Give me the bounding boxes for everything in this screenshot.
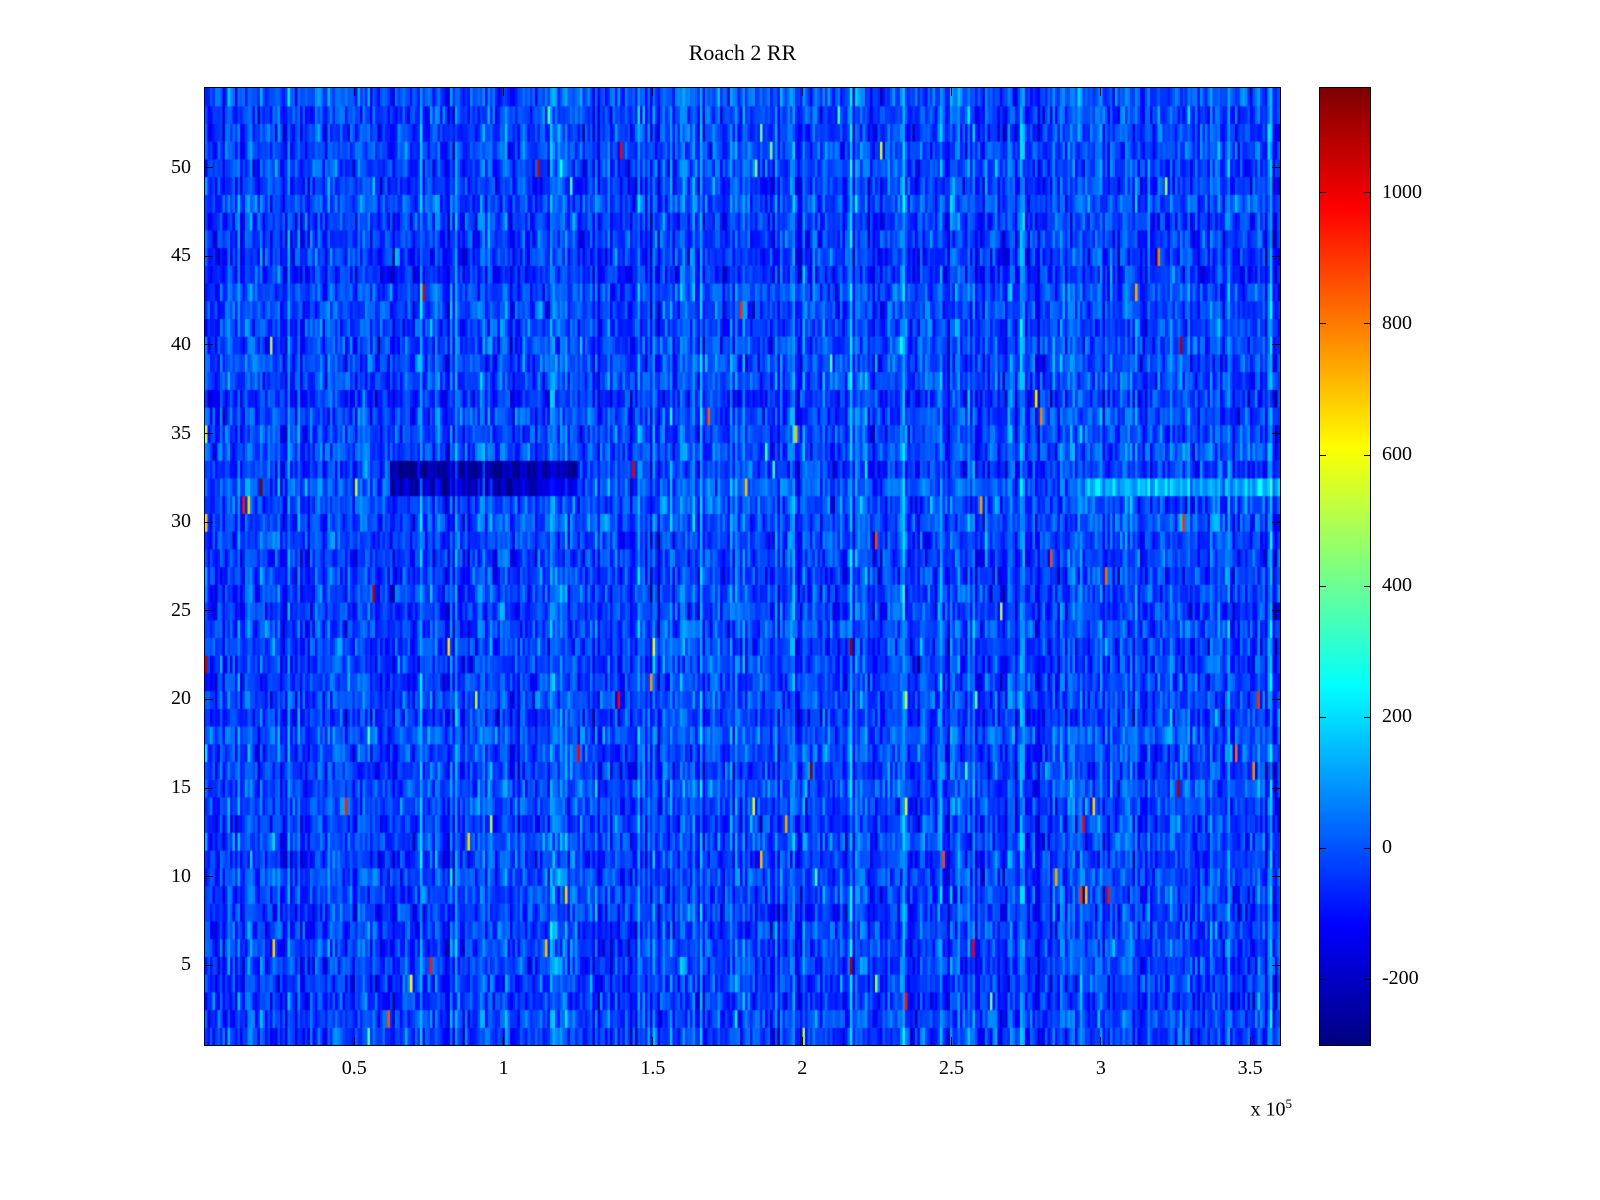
tick-mark — [205, 698, 213, 700]
colorbar-tick-label: 800 — [1382, 311, 1412, 334]
tick-mark — [503, 1037, 505, 1045]
tick-mark — [1272, 433, 1280, 435]
x-tick-label: 2.5 — [939, 1057, 965, 1079]
tick-mark — [951, 88, 953, 96]
heatmap-canvas — [205, 88, 1280, 1045]
y-tick-label: 50 — [171, 155, 191, 178]
tick-mark — [1272, 521, 1280, 523]
colorbar-tick-label: 400 — [1382, 574, 1412, 597]
x-tick-label: 1 — [498, 1057, 509, 1079]
tick-mark — [1320, 978, 1326, 980]
tick-mark — [205, 344, 213, 346]
colorbar-gradient — [1320, 88, 1370, 1045]
tick-mark — [1249, 1037, 1251, 1045]
tick-mark — [1320, 323, 1326, 325]
y-tick-label: 10 — [171, 864, 191, 887]
x-axis-exponent-power: 5 — [1285, 1096, 1293, 1111]
tick-mark — [353, 1037, 355, 1045]
y-tick-label: 40 — [171, 332, 191, 355]
y-tick-label: 25 — [171, 598, 191, 621]
y-tick-label: 35 — [171, 421, 191, 444]
tick-mark — [205, 167, 213, 169]
tick-mark — [1320, 585, 1326, 587]
y-tick-label: 5 — [181, 953, 191, 976]
y-tick-label: 45 — [171, 244, 191, 267]
tick-mark — [1320, 716, 1326, 718]
tick-mark — [951, 1037, 953, 1045]
tick-mark — [205, 787, 213, 789]
tick-mark — [652, 1037, 654, 1045]
colorbar-tick-label: 200 — [1382, 705, 1412, 728]
tick-mark — [801, 1037, 803, 1045]
tick-mark — [205, 255, 213, 257]
tick-mark — [205, 876, 213, 878]
tick-mark — [1320, 454, 1326, 456]
x-tick-label: 1.5 — [640, 1057, 666, 1079]
tick-mark — [1249, 88, 1251, 96]
tick-mark — [1272, 876, 1280, 878]
tick-mark — [1364, 585, 1370, 587]
tick-mark — [1320, 847, 1326, 849]
y-tick-label: 15 — [171, 776, 191, 799]
tick-mark — [1364, 847, 1370, 849]
tick-mark — [1100, 1037, 1102, 1045]
x-tick-label: 3.5 — [1237, 1057, 1263, 1079]
x-tick-label: 3 — [1095, 1057, 1106, 1079]
tick-mark — [1272, 167, 1280, 169]
tick-mark — [1364, 716, 1370, 718]
tick-mark — [1364, 192, 1370, 194]
colorbar-tick-label: 0 — [1382, 836, 1392, 859]
chart-title: Roach 2 RR — [688, 40, 797, 65]
tick-mark — [1272, 698, 1280, 700]
plot-area — [204, 87, 1281, 1046]
tick-mark — [1272, 787, 1280, 789]
x-axis-exponent-base: x 10 — [1250, 1098, 1286, 1121]
tick-mark — [1320, 192, 1326, 194]
colorbar-tick-label: 1000 — [1382, 180, 1422, 203]
tick-mark — [205, 610, 213, 612]
y-tick-label: 20 — [171, 687, 191, 710]
tick-mark — [652, 88, 654, 96]
tick-mark — [205, 521, 213, 523]
tick-mark — [1272, 344, 1280, 346]
tick-mark — [801, 88, 803, 96]
tick-mark — [1272, 964, 1280, 966]
x-axis-exponent-label: x 105 — [1100, 1096, 1293, 1122]
tick-mark — [1364, 323, 1370, 325]
x-tick-label: 2 — [797, 1057, 808, 1079]
colorbar — [1319, 87, 1371, 1046]
tick-mark — [1100, 88, 1102, 96]
colorbar-tick-label: 600 — [1382, 443, 1412, 466]
y-tick-label: 30 — [171, 510, 191, 533]
tick-mark — [1364, 978, 1370, 980]
tick-mark — [503, 88, 505, 96]
tick-mark — [205, 433, 213, 435]
tick-mark — [353, 88, 355, 96]
colorbar-tick-label: -200 — [1382, 967, 1419, 990]
x-tick-label: 0.5 — [341, 1057, 367, 1079]
tick-mark — [205, 964, 213, 966]
tick-mark — [1272, 255, 1280, 257]
tick-mark — [1272, 610, 1280, 612]
tick-mark — [1364, 454, 1370, 456]
